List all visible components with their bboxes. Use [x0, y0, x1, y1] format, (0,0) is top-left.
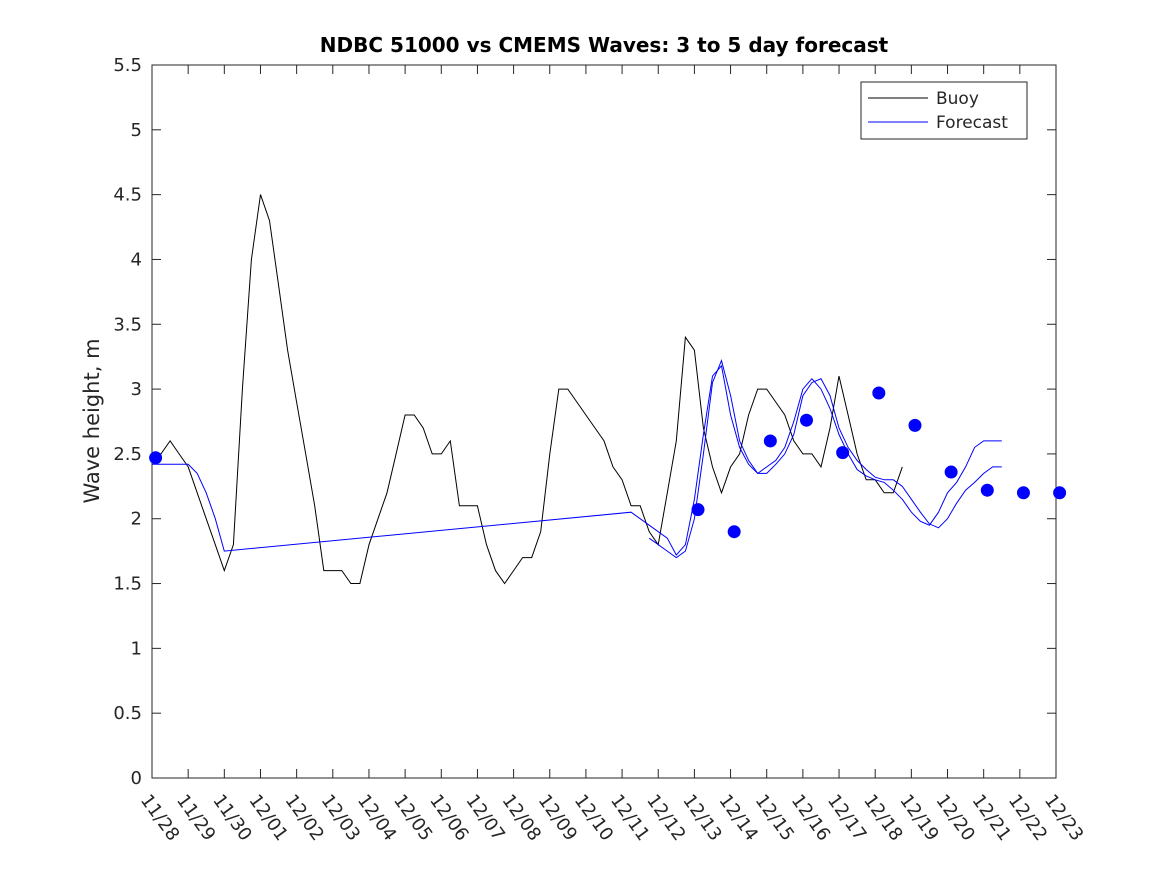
chart-title: NDBC 51000 vs CMEMS Waves: 3 to 5 day fo… [320, 33, 889, 57]
legend-buoy-label: Buoy [936, 89, 979, 109]
series-layer [152, 194, 1002, 585]
y-tick-label: 3 [131, 379, 142, 400]
marker-layer [149, 386, 1067, 539]
y-tick-label: 2.5 [113, 444, 142, 465]
forecast-marker [727, 525, 741, 539]
y-tick-label: 4.5 [113, 185, 142, 206]
forecast-marker [691, 503, 705, 517]
y-tick-label: 5.5 [113, 55, 142, 76]
plot-area [151, 64, 1057, 779]
legend-box [860, 81, 1028, 140]
y-axis: 0 0.5 1 1.5 2 2.5 3 3.5 4 4.5 5 5.5 [113, 55, 1056, 789]
y-tick-label: 2 [131, 509, 142, 530]
forecast-marker [872, 386, 886, 400]
forecast-marker [1053, 486, 1067, 500]
plot-frame [151, 64, 1057, 779]
forecast-marker [799, 413, 813, 427]
y-tick-label: 0 [131, 768, 142, 789]
y-tick-label: 5 [131, 120, 142, 141]
series-line-forecast-2 [648, 359, 1002, 559]
series-line-buoy-0 [152, 194, 903, 585]
series-line-forecast-1 [152, 364, 1002, 556]
y-tick-label: 1.5 [113, 574, 142, 595]
y-tick-label: 4 [131, 249, 142, 270]
forecast-marker [908, 418, 922, 432]
legend: Buoy Forecast [860, 81, 1028, 140]
forecast-marker [836, 446, 850, 460]
forecast-marker [1016, 486, 1030, 500]
legend-forecast-label: Forecast [936, 113, 1008, 133]
forecast-marker [980, 483, 994, 497]
y-tick-label: 3.5 [113, 314, 142, 335]
y-tick-label: 0.5 [113, 703, 142, 724]
forecast-marker [149, 451, 163, 465]
y-axis-label: Wave height, m [80, 338, 104, 503]
forecast-marker [763, 434, 777, 448]
y-tick-label: 1 [131, 638, 142, 659]
forecast-marker [944, 465, 958, 479]
